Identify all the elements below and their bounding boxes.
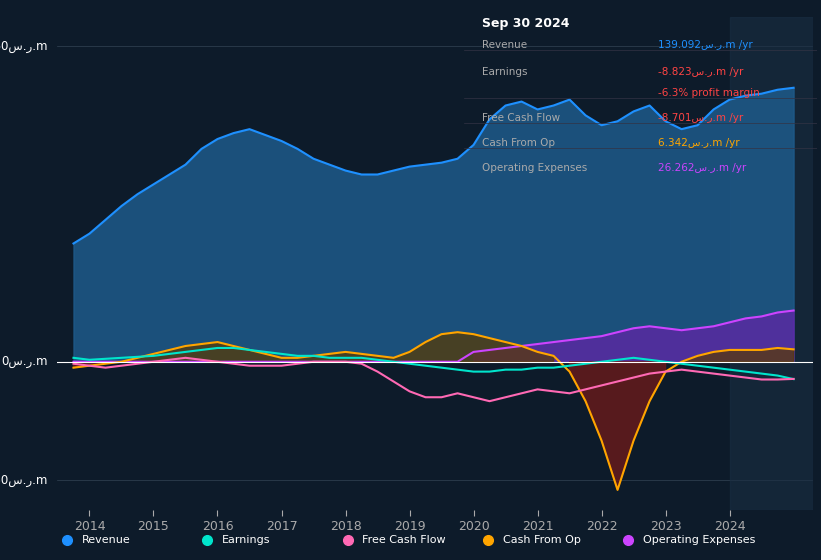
Text: 26.262س.ر.m /yr: 26.262س.ر.m /yr: [658, 162, 746, 172]
Text: Revenue: Revenue: [481, 40, 526, 50]
Text: -8.701س.ر.m /yr: -8.701س.ر.m /yr: [658, 113, 743, 123]
Text: Operating Expenses: Operating Expenses: [481, 162, 587, 172]
Bar: [730, 17, 813, 510]
Text: Cash From Op: Cash From Op: [503, 535, 580, 545]
Text: 139.092س.ر.m /yr: 139.092س.ر.m /yr: [658, 40, 753, 50]
Text: Earnings: Earnings: [222, 535, 271, 545]
Text: Revenue: Revenue: [82, 535, 131, 545]
Text: -6.3% profit margin: -6.3% profit margin: [658, 88, 759, 98]
Text: -8.823س.ر.m /yr: -8.823س.ر.m /yr: [658, 67, 743, 77]
Text: Cash From Op: Cash From Op: [481, 138, 554, 148]
Text: -60س.ر.m: -60س.ر.m: [0, 474, 48, 487]
Text: Free Cash Flow: Free Cash Flow: [481, 113, 560, 123]
Text: Earnings: Earnings: [481, 67, 527, 77]
Text: 0س.ر.m: 0س.ر.m: [2, 355, 48, 368]
Text: Free Cash Flow: Free Cash Flow: [363, 535, 446, 545]
Text: 160س.ر.m: 160س.ر.m: [0, 40, 48, 53]
Text: 6.342س.ر.m /yr: 6.342س.ر.m /yr: [658, 138, 740, 148]
Text: Sep 30 2024: Sep 30 2024: [481, 17, 569, 30]
Text: Operating Expenses: Operating Expenses: [644, 535, 755, 545]
